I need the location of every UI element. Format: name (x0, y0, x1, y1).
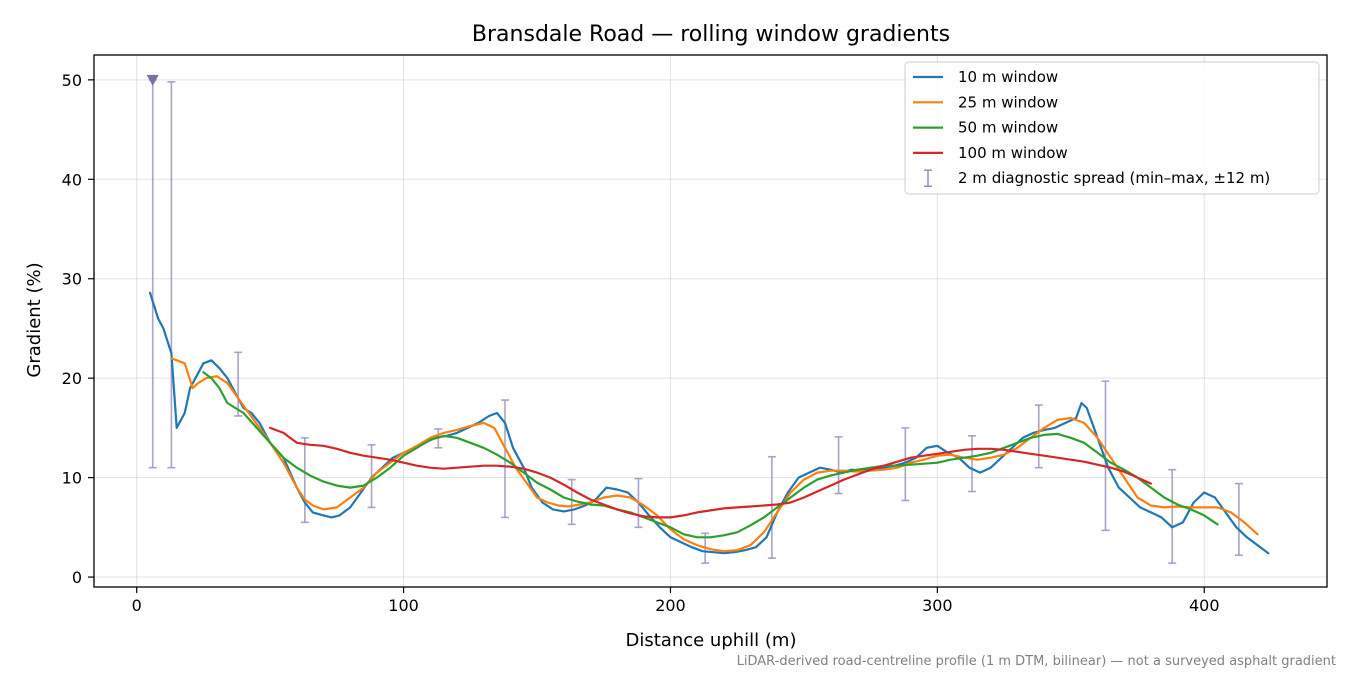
legend-entry: 2 m diagnostic spread (min–max, ±12 m) (958, 169, 1270, 187)
legend-entry: 10 m window (958, 68, 1058, 86)
error-bar (1168, 468, 1177, 564)
y-axis-label: Gradient (%) (24, 262, 45, 377)
error-bar (234, 351, 243, 417)
error-bar (300, 437, 309, 524)
error-bar (167, 81, 176, 469)
y-tick-label: 20 (62, 369, 82, 388)
x-tick-label: 100 (388, 596, 419, 615)
legend: 10 m window 25 m window 50 m window 100 m w… (904, 61, 1320, 195)
series-line-10-m-window (148, 291, 1270, 555)
error-bar (968, 435, 977, 493)
series-lines (148, 291, 1270, 555)
series-line-50-m-window (202, 371, 1219, 539)
x-axis-ticks: 0 100 200 300 400 (132, 587, 1220, 615)
series-line-100-m-window (269, 426, 1153, 519)
x-tick-label: 0 (132, 596, 142, 615)
error-bar (1101, 380, 1110, 532)
y-axis-ticks: 0 10 20 30 40 50 (62, 71, 94, 587)
y-tick-label: 30 (62, 270, 82, 289)
x-tick-label: 300 (922, 596, 953, 615)
legend-entry: 100 m window (958, 144, 1068, 162)
plot-frame (93, 54, 1328, 588)
y-tick-label: 40 (62, 170, 82, 189)
markers (146, 74, 159, 86)
error-bar (567, 478, 576, 526)
x-tick-label: 400 (1189, 596, 1220, 615)
chart-title: Bransdale Road — rolling window gradient… (472, 22, 950, 47)
y-tick-label: 0 (72, 568, 82, 587)
triangle-down-marker (146, 74, 159, 86)
legend-entry: 50 m window (958, 119, 1058, 137)
error-bar (367, 444, 376, 509)
error-bar (767, 455, 776, 559)
error-bar (834, 436, 843, 495)
x-tick-label: 200 (655, 596, 686, 615)
y-tick-label: 50 (62, 71, 82, 90)
legend-errorbar-swatch (924, 169, 932, 187)
footnote: LiDAR-derived road-centreline profile (1… (737, 654, 1336, 669)
x-axis-label: Distance uphill (m) (626, 630, 797, 651)
series-line-25-m-window (170, 357, 1259, 553)
legend-box (904, 61, 1320, 195)
legend-entry: 25 m window (958, 93, 1058, 111)
y-tick-label: 10 (62, 469, 82, 488)
